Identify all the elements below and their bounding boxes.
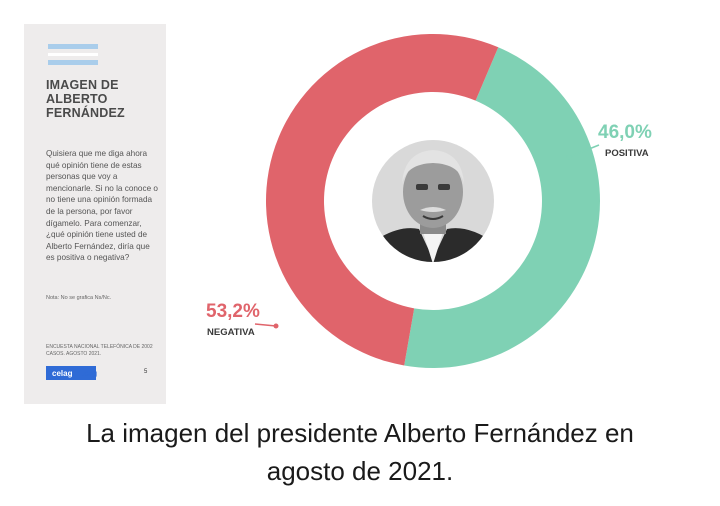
- argentina-flag-icon: [48, 44, 98, 69]
- portrait-icon: [372, 140, 494, 262]
- data-label-negativa: 53,2%: [206, 301, 260, 322]
- slide-sidebar: IMAGEN DE ALBERTO FERNÁNDEZ Quisiera que…: [24, 24, 166, 404]
- leader-line-negativa: [254, 323, 277, 327]
- chart-note: Nota: No se grafica Ns/Nc.: [46, 295, 112, 301]
- category-label-negativa: NEGATIVA: [207, 327, 255, 338]
- donut-chart: 46,0% POSITIVA 53,2% NEGATIVA: [206, 34, 652, 369]
- image-caption: La imagen del presidente Alberto Fernánd…: [0, 414, 720, 490]
- survey-source: Encuesta nacional telefónica de 2002 cas…: [46, 344, 153, 357]
- slide-title: IMAGEN DE ALBERTO FERNÁNDEZ: [46, 78, 125, 120]
- caption-line-2: agosto de 2021.: [266, 456, 454, 486]
- data-label-positiva: 46,0%: [598, 122, 652, 143]
- category-label-positiva: POSITIVA: [605, 148, 649, 159]
- celag-logo: celag: [46, 366, 96, 380]
- donut-slice-positiva: [404, 47, 601, 369]
- leader-dot-positiva: [566, 154, 572, 160]
- donut-slice-negativa: [266, 34, 499, 366]
- survey-question: Quisiera que me diga ahora qué opinión t…: [46, 149, 158, 263]
- leader-line-positiva: [568, 144, 600, 158]
- page-number: 5: [144, 369, 148, 375]
- survey-slide: IMAGEN DE ALBERTO FERNÁNDEZ Quisiera que…: [24, 24, 694, 404]
- leader-dot-negativa: [273, 323, 279, 329]
- celag-logo-suffix: .org: [82, 369, 98, 378]
- caption-line-1: La imagen del presidente Alberto Fernánd…: [86, 418, 634, 448]
